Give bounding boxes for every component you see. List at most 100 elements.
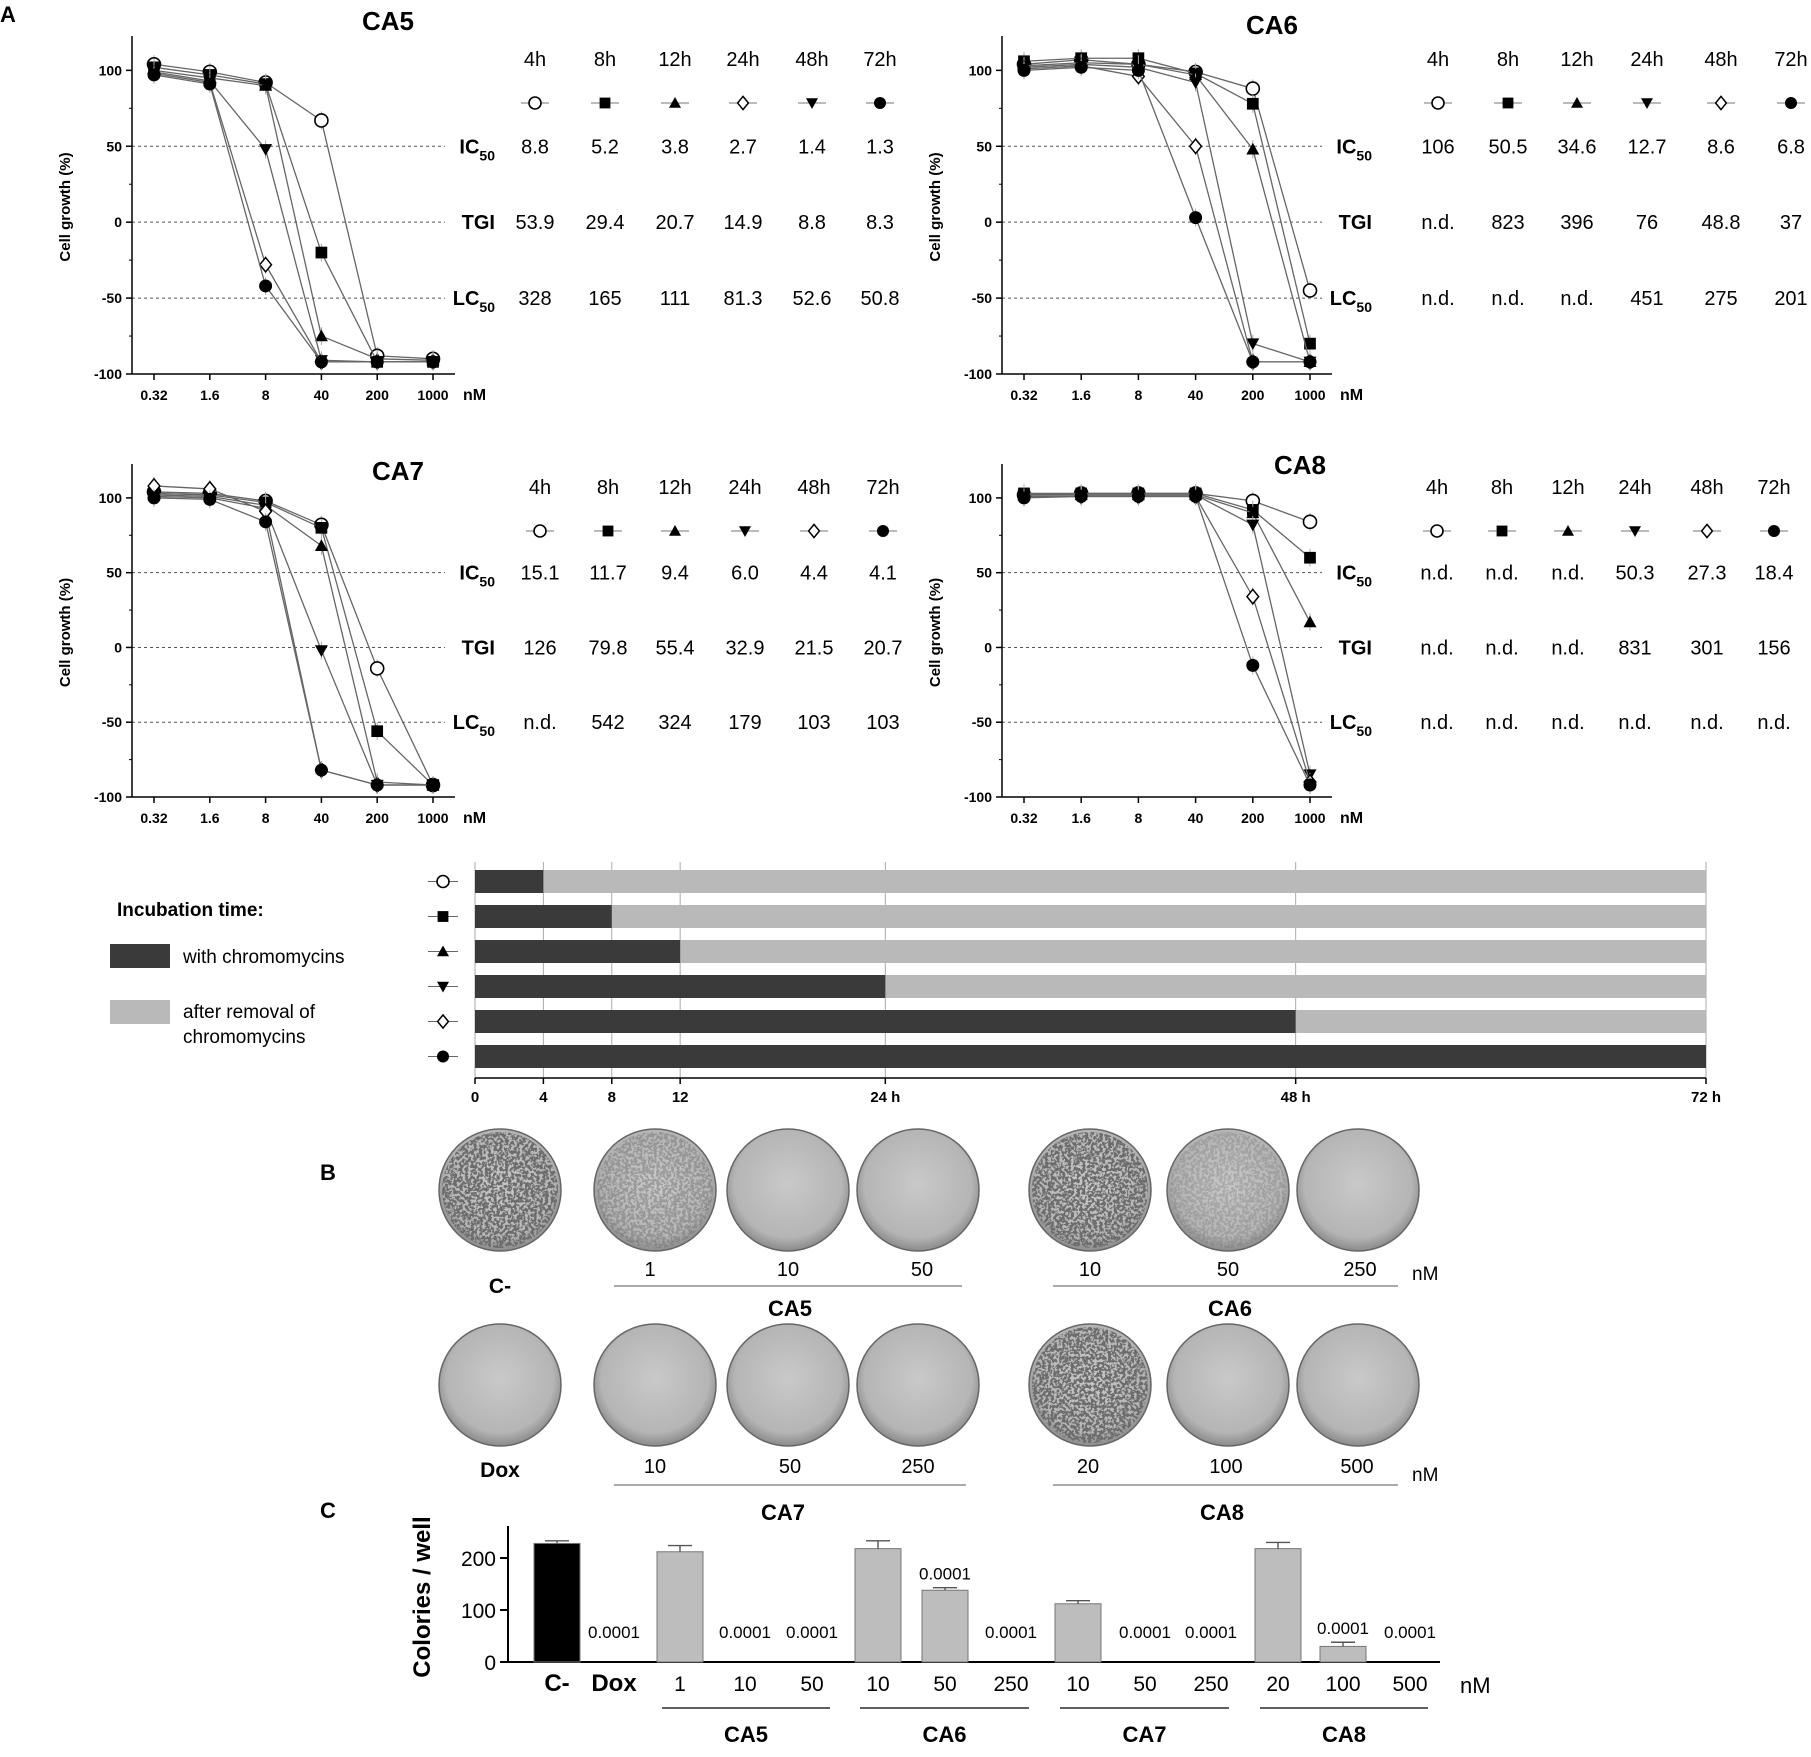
series-line	[153, 494, 434, 786]
plate-c-minus	[438, 1128, 562, 1252]
timeline-tick-label: 48 h	[1281, 1089, 1311, 1106]
row-marker	[437, 1050, 449, 1063]
data-point-marker	[426, 355, 440, 369]
data-point-marker	[426, 778, 440, 792]
table-cell: 50.8	[861, 288, 900, 310]
legend-time-label: 48h	[1690, 477, 1723, 499]
plate-dish	[726, 1323, 850, 1447]
colony-speckle	[1170, 1132, 1286, 1248]
y-tick-label: 100	[461, 1600, 496, 1623]
x-tick-label: 200	[1241, 387, 1265, 403]
x-tick-label: 8	[1135, 387, 1143, 403]
timeline-tick-label: 8	[608, 1089, 616, 1106]
legend-time-label: 4h	[524, 49, 546, 71]
table-cell: 52.6	[793, 288, 832, 310]
group-label-ca7: CA7	[761, 1500, 805, 1525]
plate-dish	[856, 1323, 980, 1447]
legend-label-after: after removal of chromomycins	[183, 1002, 316, 1048]
plate-dose-label: 250	[901, 1456, 934, 1478]
x-tick-label: 1000	[417, 810, 448, 826]
legend-marker	[1430, 524, 1444, 538]
table-cell: 53.9	[516, 212, 555, 234]
x-tick-label: 1000	[417, 387, 448, 403]
table-row-label: LC50	[453, 712, 495, 739]
table-cell: 4.1	[869, 563, 897, 585]
y-tick-label: -50	[102, 714, 122, 730]
table-cell: 21.5	[795, 637, 834, 659]
unit-label: nM	[1460, 1673, 1491, 1698]
y-tick-label: 50	[976, 138, 992, 154]
table-row-label: LC50	[453, 288, 495, 315]
legend-marker	[877, 525, 889, 537]
x-tick-label: 40	[1188, 387, 1204, 403]
data-point-marker	[314, 329, 328, 342]
data-point-marker	[1131, 63, 1145, 77]
after-removal-bar	[475, 870, 1706, 893]
table-cell: 324	[658, 712, 691, 734]
plate-dox	[438, 1323, 562, 1447]
series-line	[153, 71, 433, 363]
plate-dish	[1166, 1323, 1290, 1447]
table-cell: 20.7	[656, 212, 695, 234]
colony-plates: C- 1 10 50 10 50 250 nM CA5 CA6 Dox 10 50 250 20 100 500…	[438, 1128, 1438, 1525]
x-tick-label: 40	[1188, 810, 1204, 826]
legend-swatch-after	[110, 1000, 170, 1024]
data-point-marker	[1304, 337, 1316, 350]
table-cell: 831	[1618, 637, 1651, 659]
table-cell: 106	[1421, 136, 1454, 158]
p-value-label: 0.0001	[1119, 1623, 1171, 1642]
table-cell: 12.7	[1628, 136, 1667, 158]
series-line	[1023, 492, 1311, 523]
panel-label-b: B	[320, 1160, 336, 1185]
x-tick-label: 200	[1241, 810, 1265, 826]
table-row-label: TGI	[1339, 212, 1372, 234]
y-tick-label: -50	[972, 290, 992, 306]
y-tick-label: 0	[484, 1652, 496, 1675]
x-tick-label: 1000	[1294, 810, 1325, 826]
data-point-marker	[1304, 551, 1316, 564]
x-tick-label: 1.6	[1071, 387, 1091, 403]
colony-bar	[921, 1589, 969, 1663]
legend-marker	[874, 97, 886, 109]
legend-marker	[669, 525, 681, 536]
x-tick-label: 1.6	[1071, 810, 1091, 826]
plate-ca8-20	[1028, 1323, 1152, 1447]
y-tick-label: -100	[94, 366, 122, 382]
table-cell: 27.3	[1688, 563, 1727, 585]
legend-marker	[602, 525, 614, 537]
table-cell: 8.6	[1707, 136, 1735, 158]
panel-label-a: A	[0, 2, 16, 27]
legend-label-after-line: after removal of	[183, 1002, 316, 1023]
table-cell: n.d.	[1551, 712, 1584, 734]
table-cell: n.d.	[1421, 288, 1454, 310]
table-cell: n.d.	[1491, 288, 1524, 310]
row-label-subscript: 50	[1356, 723, 1372, 739]
table-cell: 5.2	[591, 136, 619, 158]
plate-dish	[593, 1323, 717, 1447]
with-chromomycins-bar	[475, 975, 886, 998]
category-label: 50	[800, 1673, 823, 1696]
row-label-main: TGI	[462, 637, 495, 659]
y-tick-label: 0	[114, 214, 122, 230]
series-line	[1024, 492, 1311, 559]
table-cell: n.d.	[1420, 637, 1453, 659]
row-label-subscript: 50	[1356, 147, 1372, 163]
y-tick-label: 50	[106, 138, 122, 154]
legend-marker	[1496, 525, 1508, 537]
x-tick-label: 40	[314, 810, 330, 826]
legend-time-label: 4h	[1426, 477, 1448, 499]
table-cell: n.d.	[1551, 637, 1584, 659]
group-label: CA5	[724, 1722, 768, 1747]
table-cell: 48.8	[1702, 212, 1741, 234]
legend-marker	[1700, 523, 1714, 539]
data-point-marker	[1246, 355, 1260, 369]
timeline-tick-label: 24 h	[870, 1089, 900, 1106]
category-label: 50	[1133, 1673, 1156, 1696]
legend-time-label: 48h	[795, 49, 828, 71]
dose-response-chart-ca6: CA6 100 50 0 -50 -100 0.32 1.6 8 40 200 1000 nM Cell …	[927, 10, 1808, 404]
plate-dose-label: 100	[1209, 1456, 1242, 1478]
plate-dish	[1296, 1323, 1420, 1447]
table-row-label: TGI	[462, 637, 495, 659]
with-chromomycins-bar	[475, 870, 544, 893]
x-tick-label: 1000	[1294, 387, 1325, 403]
